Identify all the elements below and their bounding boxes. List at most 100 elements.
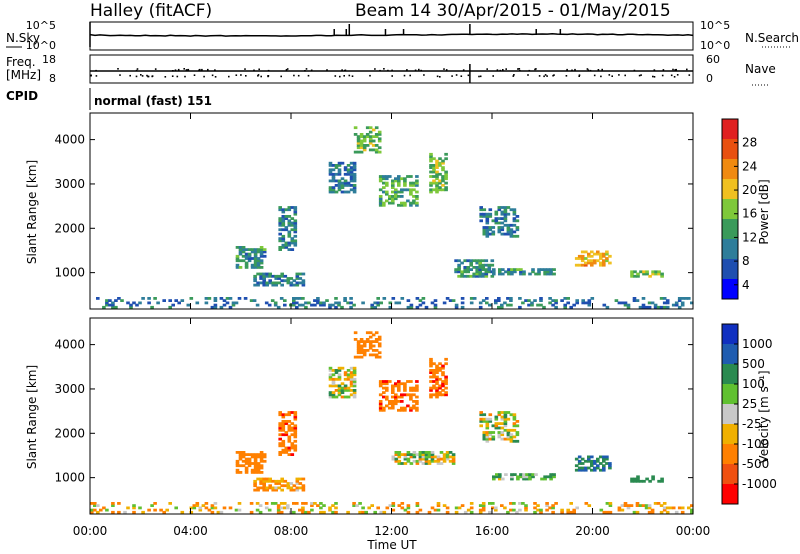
heatmap-cell <box>441 393 445 397</box>
heatmap-cell <box>244 263 249 267</box>
heatmap-cell <box>524 299 528 302</box>
heatmap-cell <box>531 270 535 274</box>
heatmap-cell <box>539 303 543 307</box>
heatmap-cell <box>293 435 298 439</box>
heatmap-cell <box>292 301 296 305</box>
heatmap-cell <box>241 248 246 251</box>
heatmap-cell <box>346 377 351 381</box>
nave-dot <box>135 75 138 78</box>
heatmap-cell <box>521 502 525 505</box>
heatmap-cell <box>352 184 357 187</box>
heatmap-cell <box>293 208 298 212</box>
nave-dot <box>467 74 470 77</box>
heatmap-cell <box>435 186 439 189</box>
heatmap-cell <box>551 303 555 307</box>
heatmap-cell <box>484 272 489 276</box>
heatmap-cell <box>690 504 694 507</box>
heatmap-cell <box>368 346 373 350</box>
heatmap-cell <box>283 479 288 483</box>
heatmap-cell <box>552 272 556 276</box>
heatmap-cell <box>593 468 597 472</box>
heatmap-cell <box>429 357 433 361</box>
heatmap-cell <box>485 435 490 439</box>
heatmap-cell <box>412 199 416 203</box>
heatmap-cell <box>293 239 298 243</box>
heatmap-cell <box>256 281 260 285</box>
heatmap-cell <box>482 232 487 236</box>
heatmap-cell <box>225 301 230 305</box>
heatmap-cell <box>334 190 339 194</box>
heatmap-cell <box>377 150 382 154</box>
heatmap-cell <box>429 166 433 169</box>
nave-dot <box>661 74 664 77</box>
heatmap-cell <box>463 266 467 269</box>
heatmap-cell <box>368 130 373 134</box>
heatmap-cell <box>371 349 376 352</box>
heatmap-cell <box>580 250 585 254</box>
heatmap-cell <box>256 468 261 472</box>
heatmap-cell <box>403 184 407 187</box>
heatmap-cell <box>494 415 499 419</box>
heatmap-cell <box>587 301 592 305</box>
heatmap-cell <box>554 301 558 305</box>
nave-dot <box>597 69 600 71</box>
heatmap-cell <box>253 277 257 280</box>
heatmap-cell <box>259 252 264 256</box>
heatmap-cell <box>406 404 410 408</box>
heatmap-cell <box>361 506 365 510</box>
heatmap-cell <box>281 215 286 218</box>
heatmap-cell <box>602 466 606 470</box>
heatmap-cell <box>415 384 419 388</box>
power-y-axis-label: Slant Range [km] <box>25 160 39 264</box>
heatmap-cell <box>247 464 252 468</box>
heatmap-cell <box>358 510 362 514</box>
heatmap-cell <box>506 226 511 229</box>
heatmap-cell <box>441 188 445 192</box>
heatmap-cell <box>253 479 257 483</box>
heatmap-cell <box>290 428 295 432</box>
heatmap-cell <box>651 272 655 276</box>
heatmap-cell <box>337 375 342 379</box>
y-tick-label: 1000 <box>54 266 85 280</box>
heatmap-cell <box>433 303 438 307</box>
heatmap-cell <box>213 297 218 300</box>
freq-tick-high: 18 <box>42 53 56 66</box>
heatmap-cell <box>403 455 408 459</box>
colorbar-tick-label: 500 <box>742 357 765 371</box>
heatmap-cell <box>581 301 585 305</box>
heatmap-cell <box>352 504 356 507</box>
heatmap-cell <box>400 177 404 181</box>
heatmap-cell <box>331 395 336 399</box>
heatmap-cell <box>506 232 511 236</box>
heatmap-cell <box>659 305 664 309</box>
heatmap-cell <box>284 208 289 212</box>
heatmap-cell <box>388 305 393 309</box>
heatmap-cell <box>359 355 364 359</box>
heatmap-cell <box>234 508 239 512</box>
heatmap-cell <box>530 303 534 307</box>
nave-dot <box>479 75 482 78</box>
heatmap-cell <box>403 181 407 185</box>
heatmap-cell <box>340 186 345 189</box>
nsearch-label: N.Search <box>745 31 799 45</box>
heatmap-cell <box>403 389 407 392</box>
heatmap-cell <box>448 451 453 454</box>
heatmap-cell <box>117 297 121 300</box>
heatmap-cell <box>293 223 298 227</box>
heatmap-cell <box>492 268 496 271</box>
nave-dot <box>334 75 337 77</box>
heatmap-cell <box>278 239 282 243</box>
heatmap-cell <box>590 462 594 465</box>
heatmap-cell <box>635 299 640 302</box>
heatmap-cell <box>262 455 267 459</box>
nave-dot <box>519 69 521 72</box>
heatmap-cell <box>432 386 436 390</box>
heatmap-cell <box>527 303 531 307</box>
heatmap-cell <box>492 477 496 481</box>
heatmap-cell <box>566 297 570 300</box>
heatmap-cell <box>132 506 136 510</box>
heatmap-cell <box>256 272 260 276</box>
heatmap-cell <box>444 377 448 381</box>
heatmap-cell <box>237 508 242 512</box>
heatmap-cell <box>295 277 300 280</box>
